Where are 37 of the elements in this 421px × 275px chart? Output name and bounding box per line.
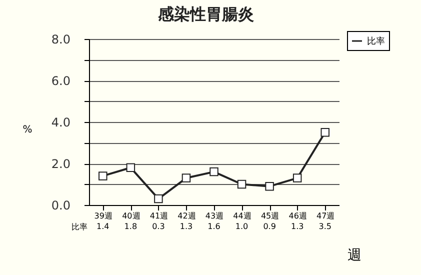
- y-tick-label: 4.0: [51, 116, 70, 130]
- point: [182, 174, 191, 182]
- x-axis-title: 週: [348, 248, 362, 264]
- x-tick-label: 45週: [260, 212, 280, 220]
- data-label: 0.9: [263, 222, 276, 231]
- point: [265, 182, 274, 191]
- y-tick-label: 8.0: [51, 32, 70, 46]
- y-tick-label: 6.0: [51, 74, 70, 88]
- point: [237, 180, 246, 189]
- data-label: 1.8: [124, 222, 138, 231]
- point: [320, 128, 330, 137]
- x-tick-label: 44週: [233, 212, 252, 220]
- legend-label: 比率: [367, 36, 385, 47]
- y-axis-title: %: [22, 124, 32, 136]
- data-label: 1.3: [180, 222, 193, 231]
- data-label: 1.3: [290, 222, 304, 231]
- x-tick-label: 41週: [150, 212, 168, 220]
- point: [126, 163, 136, 172]
- x-tick-label: 39週: [94, 212, 112, 220]
- y-tick-label: 2.0: [51, 157, 70, 171]
- point: [98, 172, 108, 180]
- data-label: 1.6: [208, 222, 220, 231]
- text: 比率: [72, 222, 88, 232]
- data-label: 1.0: [235, 222, 248, 231]
- data-label: 1.4: [96, 222, 110, 231]
- y-tick-label: 0.0: [51, 198, 70, 212]
- data-label: 3.5: [318, 222, 332, 231]
- x-tick-label: 47週: [316, 212, 335, 220]
- x-tick-label: 42週: [178, 212, 196, 220]
- chart-title: 感染性胃腸炎: [156, 4, 254, 24]
- point: [154, 194, 163, 204]
- point: [292, 174, 302, 182]
- x-tick-label: 46週: [288, 212, 307, 220]
- data-label: 0.3: [152, 222, 165, 231]
- x-tick-label: 40週: [122, 212, 140, 220]
- x-tick-label: 43週: [205, 212, 224, 220]
- point: [210, 167, 218, 176]
